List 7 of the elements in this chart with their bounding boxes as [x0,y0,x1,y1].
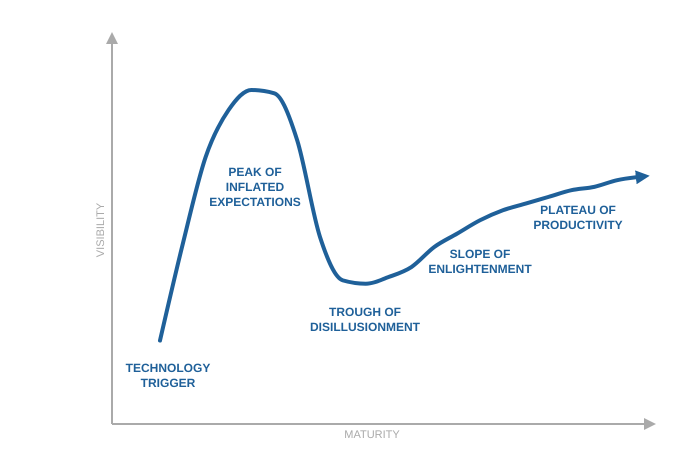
x-axis-title: MATURITY [344,429,400,441]
annotation: PEAK OF INFLATED EXPECTATIONS [209,165,301,209]
annotation: PLATEAU OF PRODUCTIVITY [533,203,623,232]
annotation: TECHNOLOGY TRIGGER [126,361,210,390]
annotation: TROUGH OF DISILLUSIONMENT [310,305,421,334]
annotation: SLOPE OF ENLIGHTENMENT [428,247,532,276]
y-axis-title: VISIBILITY [95,202,107,258]
